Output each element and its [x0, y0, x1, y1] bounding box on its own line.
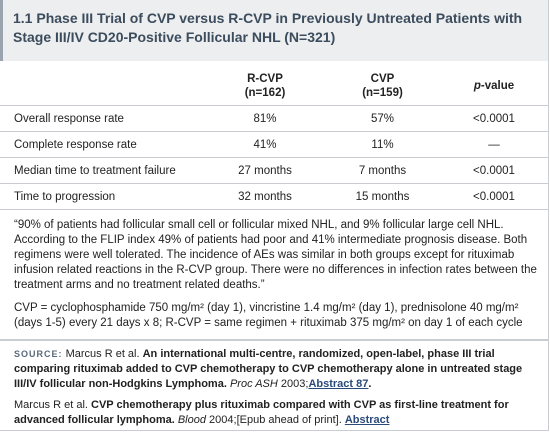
article-title: CVP chemotherapy plus rituximab compared…: [14, 399, 509, 426]
title-line: 1.1 Phase III Trial of CVP versus R-CVP …: [13, 10, 523, 26]
title-line: Stage III/IV CD20-Positive Follicular NH…: [13, 29, 336, 45]
cell: —: [440, 131, 548, 158]
column-header: p-value: [440, 67, 548, 106]
source: SOURCE: Marcus R et al. An international…: [0, 341, 548, 392]
arm: R-CVP: [247, 73, 283, 85]
p-italic: p: [473, 80, 481, 92]
table-head: R-CVP (n=162) CVP (n=159) p-value: [0, 67, 548, 106]
cell: <0.0001: [440, 183, 548, 210]
empty-header: [0, 67, 205, 106]
cell: 81%: [205, 105, 325, 132]
cell: <0.0001: [440, 105, 548, 132]
row-label: Complete response rate: [0, 131, 205, 158]
abbreviations: CVP = cyclophosphamide 750 mg/m² (day 1)…: [14, 302, 523, 329]
table-row: Time to progression 32 months 15 months <0.…: [0, 183, 548, 210]
cell: 41%: [205, 131, 325, 158]
year: 2003;: [280, 378, 309, 390]
row-label: Median time to treatment failure: [0, 157, 205, 184]
results-table: R-CVP (n=162) CVP (n=159) p-value Overall …: [0, 67, 548, 210]
journal: Proc ASH: [229, 378, 278, 390]
p-rest: -value: [480, 80, 515, 92]
header-row: R-CVP (n=162) CVP (n=159) p-value: [0, 67, 548, 106]
cell: 57%: [325, 105, 440, 132]
row-label: Time to progression: [0, 183, 205, 210]
column-header: R-CVP (n=162): [205, 67, 325, 106]
table-row: Complete response rate 41% 11% —: [0, 131, 548, 158]
cell: 11%: [325, 131, 440, 158]
citation: 2004;[Epub ahead of print].: [209, 414, 342, 426]
cell: 32 months: [205, 183, 325, 210]
abstract-link[interactable]: Abstract 87: [308, 378, 369, 390]
arm: CVP: [370, 73, 395, 85]
reference: Marcus R et al. CVP chemotherapy plus ri…: [0, 392, 548, 428]
cell: 7 months: [325, 157, 440, 184]
cell: 15 months: [325, 183, 440, 210]
period: .: [368, 378, 372, 390]
journal: Blood: [177, 414, 206, 426]
source-label: SOURCE:: [14, 349, 63, 359]
arm-n: (n=162): [244, 87, 286, 99]
quote: “90% of patients had follicular small ce…: [14, 219, 537, 291]
cell: <0.0001: [440, 157, 548, 184]
divider: [0, 339, 548, 341]
cell: 27 months: [205, 157, 325, 184]
article-title: An international multi-centre, randomize…: [14, 348, 523, 390]
authors: Marcus R et al.: [14, 399, 88, 411]
arm-n: (n=159): [362, 87, 403, 99]
header: 1.1 Phase III Trial of CVP versus R-CVP …: [0, 0, 548, 61]
column-header: CVP (n=159): [325, 67, 440, 106]
row-label: Overall response rate: [0, 105, 205, 132]
table-body: Overall response rate 81% 57% <0.0001 Comple…: [0, 105, 548, 210]
table-row: Median time to treatment failure 27 month…: [0, 157, 548, 184]
abstract-link[interactable]: Abstract: [344, 414, 390, 426]
table-row: Overall response rate 81% 57% <0.0001: [0, 105, 548, 132]
authors: Marcus R et al.: [65, 348, 140, 360]
